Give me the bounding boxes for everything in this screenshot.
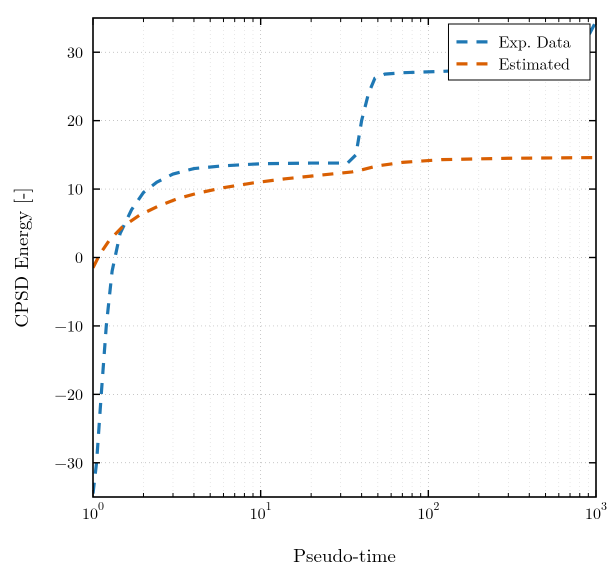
y-tick-label: 30: [67, 40, 83, 63]
x-axis-label: Pseudo-time: [293, 541, 396, 568]
cpsd-energy-chart: 100101102103−30−20−100102030Pseudo-timeC…: [0, 0, 613, 582]
legend-label: Estimated: [498, 52, 570, 75]
legend: Exp. DataEstimated: [448, 24, 590, 80]
legend-label: Exp. Data: [498, 30, 570, 53]
y-tick-label: 10: [67, 177, 83, 200]
y-tick-label: 20: [67, 108, 83, 131]
y-tick-label: −10: [55, 314, 83, 337]
y-tick-label: 0: [75, 245, 83, 268]
y-tick-label: −30: [55, 450, 83, 473]
y-tick-label: −20: [55, 382, 83, 405]
y-axis-label: CPSD Energy [-]: [7, 187, 34, 327]
